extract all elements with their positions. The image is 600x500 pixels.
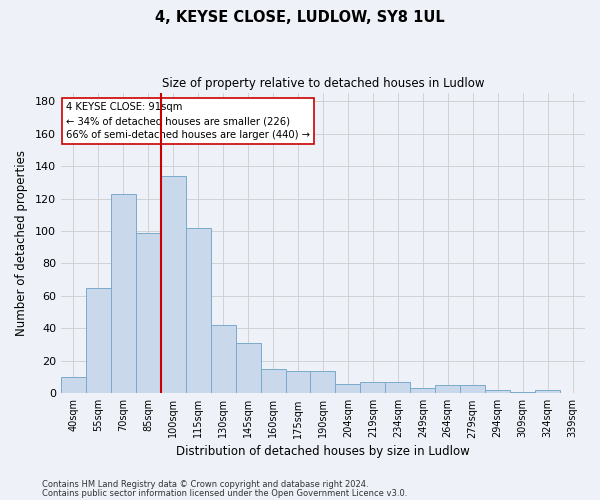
Bar	[286, 370, 310, 394]
Bar	[61, 377, 86, 394]
Bar	[361, 382, 385, 394]
Bar	[86, 288, 111, 394]
Bar	[510, 392, 535, 394]
Bar	[535, 390, 560, 394]
Bar	[186, 228, 211, 394]
Text: Contains public sector information licensed under the Open Government Licence v3: Contains public sector information licen…	[42, 488, 407, 498]
Bar	[410, 388, 435, 394]
Bar	[136, 232, 161, 394]
Y-axis label: Number of detached properties: Number of detached properties	[15, 150, 28, 336]
Bar	[385, 382, 410, 394]
Bar	[460, 385, 485, 394]
Bar	[211, 325, 236, 394]
Text: 4 KEYSE CLOSE: 91sqm
← 34% of detached houses are smaller (226)
66% of semi-deta: 4 KEYSE CLOSE: 91sqm ← 34% of detached h…	[66, 102, 310, 140]
Text: Contains HM Land Registry data © Crown copyright and database right 2024.: Contains HM Land Registry data © Crown c…	[42, 480, 368, 489]
Bar	[310, 370, 335, 394]
X-axis label: Distribution of detached houses by size in Ludlow: Distribution of detached houses by size …	[176, 444, 470, 458]
Bar	[260, 369, 286, 394]
Bar	[485, 390, 510, 394]
Bar	[161, 176, 186, 394]
Title: Size of property relative to detached houses in Ludlow: Size of property relative to detached ho…	[162, 78, 484, 90]
Bar	[435, 385, 460, 394]
Bar	[236, 343, 260, 394]
Bar	[335, 384, 361, 394]
Text: 4, KEYSE CLOSE, LUDLOW, SY8 1UL: 4, KEYSE CLOSE, LUDLOW, SY8 1UL	[155, 10, 445, 25]
Bar	[111, 194, 136, 394]
